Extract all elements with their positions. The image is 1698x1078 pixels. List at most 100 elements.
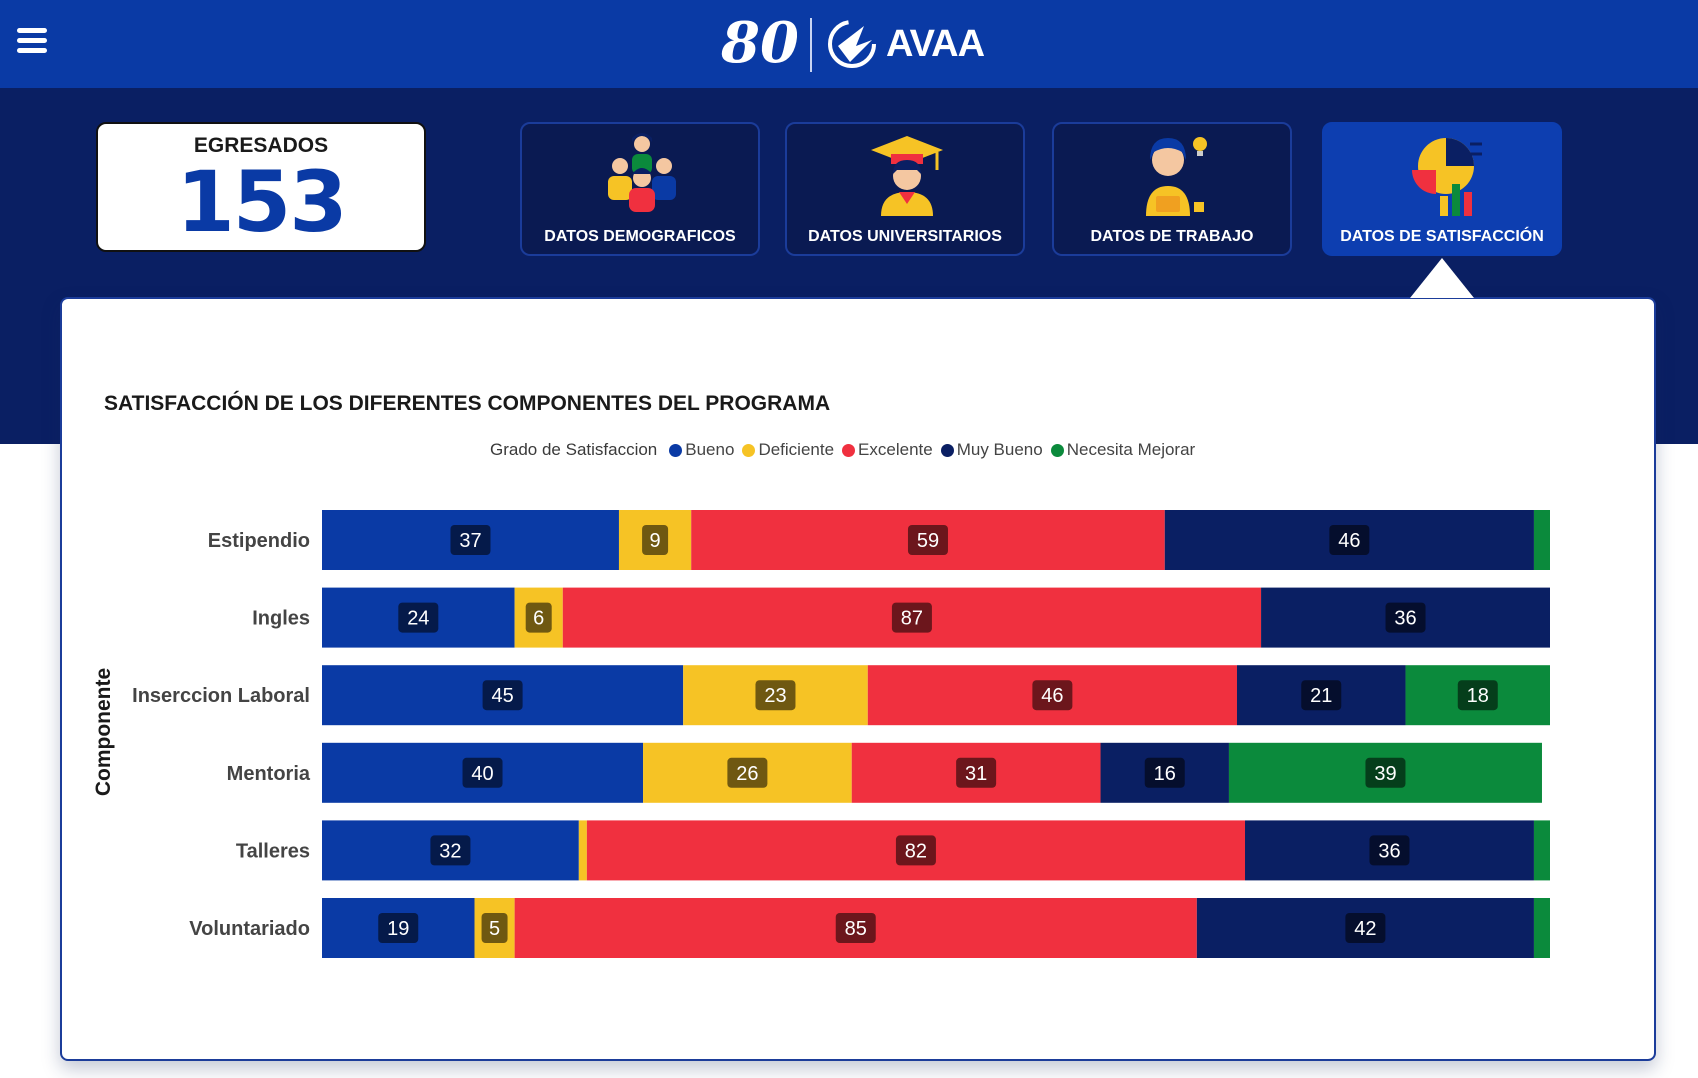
legend-item-deficiente[interactable]: Deficiente bbox=[742, 440, 834, 460]
data-label: 5 bbox=[489, 918, 500, 940]
worker-idea-icon bbox=[1146, 137, 1207, 216]
bar-segment[interactable] bbox=[578, 820, 587, 881]
people-group-icon bbox=[608, 133, 676, 212]
bar-segment[interactable] bbox=[1533, 510, 1550, 570]
legend-swatch bbox=[1050, 443, 1064, 457]
legend-swatch bbox=[842, 443, 856, 457]
top-bar: 80 AVAA bbox=[0, 0, 1698, 88]
satisfaction-chart-icon bbox=[1412, 138, 1482, 216]
logo-divider bbox=[810, 18, 812, 72]
active-tab-pointer bbox=[1410, 258, 1474, 298]
category-tick-label: Inserccion Laboral bbox=[132, 685, 310, 707]
legend-label: Muy Bueno bbox=[956, 440, 1043, 459]
anniversary-logo: 80 bbox=[721, 10, 799, 76]
legend-label: Bueno bbox=[685, 440, 735, 459]
tab-label: DATOS DE SATISFACCIÓN bbox=[1340, 228, 1544, 245]
data-label: 87 bbox=[901, 608, 923, 630]
category-tick-label: Voluntariado bbox=[189, 918, 310, 940]
data-label: 18 bbox=[1467, 685, 1489, 707]
egresados-card: EGRESADOS 153 bbox=[96, 122, 426, 252]
data-label: 32 bbox=[439, 840, 461, 862]
legend-item-excelente[interactable]: Excelente bbox=[842, 440, 933, 460]
hamburger-menu-icon[interactable] bbox=[17, 28, 47, 56]
data-label-background bbox=[727, 757, 768, 788]
data-label: 46 bbox=[1041, 685, 1063, 707]
legend-swatch bbox=[669, 443, 683, 457]
data-label: 85 bbox=[845, 918, 867, 940]
data-label-background bbox=[1144, 757, 1185, 788]
data-label-background bbox=[450, 525, 491, 555]
data-label: 40 bbox=[471, 763, 493, 785]
data-label: 16 bbox=[1154, 763, 1176, 785]
data-label: 37 bbox=[459, 530, 481, 552]
legend-title: Grado de Satisfaccion bbox=[490, 440, 658, 459]
data-label: 36 bbox=[1378, 840, 1400, 862]
data-label-background bbox=[835, 913, 876, 943]
legend-item-bueno[interactable]: Bueno bbox=[669, 440, 734, 460]
category-tick-label: Ingles bbox=[252, 608, 310, 630]
data-label-background bbox=[482, 680, 523, 711]
data-label-background bbox=[956, 757, 997, 788]
data-label: 82 bbox=[905, 840, 927, 862]
data-label-background bbox=[891, 602, 932, 633]
tab-datos-de-satisfaccion[interactable]: DATOS DE SATISFACCIÓN bbox=[1322, 122, 1562, 256]
category-tick-label: Mentoria bbox=[227, 763, 311, 785]
data-label: 46 bbox=[1338, 530, 1360, 552]
tab-datos-demograficos[interactable]: DATOS DEMOGRAFICOS bbox=[520, 122, 760, 256]
data-label: 26 bbox=[736, 763, 758, 785]
data-label-background bbox=[1369, 835, 1410, 866]
chart-legend: Grado de Satisfaccion Bueno Deficiente E… bbox=[490, 438, 1203, 462]
data-label: 31 bbox=[965, 763, 987, 785]
brand-name: AVAA bbox=[886, 23, 985, 65]
legend-label: Excelente bbox=[858, 440, 933, 459]
bird-logo-icon bbox=[828, 20, 876, 68]
bar-segment[interactable] bbox=[1533, 820, 1550, 881]
legend-swatch bbox=[742, 443, 756, 457]
bar-segment[interactable] bbox=[1533, 898, 1550, 958]
data-label: 36 bbox=[1394, 608, 1416, 630]
data-label-background bbox=[907, 525, 948, 555]
data-label-background bbox=[755, 680, 796, 711]
data-label: 45 bbox=[491, 685, 513, 707]
category-tick-label: Estipendio bbox=[208, 530, 310, 552]
legend-label: Deficiente bbox=[758, 440, 835, 459]
data-label: 39 bbox=[1374, 763, 1396, 785]
data-label-background bbox=[481, 913, 508, 943]
data-label: 9 bbox=[650, 530, 661, 552]
data-label-background bbox=[1301, 680, 1342, 711]
data-label-background bbox=[895, 835, 936, 866]
data-label: 24 bbox=[407, 608, 429, 630]
logo: 80 AVAA bbox=[720, 2, 985, 84]
data-label: 23 bbox=[764, 685, 786, 707]
data-label-background bbox=[1365, 757, 1406, 788]
data-label-background bbox=[430, 835, 471, 866]
egresados-label: EGRESADOS bbox=[193, 134, 329, 157]
data-label-background bbox=[642, 525, 669, 555]
tab-datos-de-trabajo[interactable]: DATOS DE TRABAJO bbox=[1052, 122, 1292, 256]
egresados-value: 153 bbox=[176, 153, 347, 251]
data-label-background bbox=[1329, 525, 1370, 555]
data-label: 19 bbox=[387, 918, 409, 940]
tab-label: DATOS DE TRABAJO bbox=[1090, 228, 1254, 245]
graduate-icon bbox=[871, 136, 943, 216]
data-label-background bbox=[525, 602, 552, 633]
tab-label: DATOS UNIVERSITARIOS bbox=[808, 228, 1002, 245]
data-label: 21 bbox=[1310, 685, 1332, 707]
data-label: 59 bbox=[917, 530, 939, 552]
data-label: 6 bbox=[533, 608, 544, 630]
tab-datos-universitarios[interactable]: DATOS UNIVERSITARIOS bbox=[785, 122, 1025, 256]
legend-label: Necesita Mejorar bbox=[1066, 440, 1196, 459]
legend-item-muy-bueno[interactable]: Muy Bueno bbox=[940, 440, 1043, 460]
tab-label: DATOS DEMOGRAFICOS bbox=[544, 228, 736, 245]
data-label-background bbox=[398, 602, 439, 633]
category-tick-label: Talleres bbox=[236, 840, 310, 862]
data-label-background bbox=[1032, 680, 1073, 711]
chart-title: SATISFACCIÓN DE LOS DIFERENTES COMPONENT… bbox=[104, 392, 831, 415]
data-label: 42 bbox=[1354, 918, 1376, 940]
data-label-background bbox=[462, 757, 503, 788]
data-label-background bbox=[1345, 913, 1386, 943]
data-label-background bbox=[378, 913, 419, 943]
legend-item-necesita-mejorar[interactable]: Necesita Mejorar bbox=[1050, 440, 1196, 460]
data-label-background bbox=[1457, 680, 1498, 711]
